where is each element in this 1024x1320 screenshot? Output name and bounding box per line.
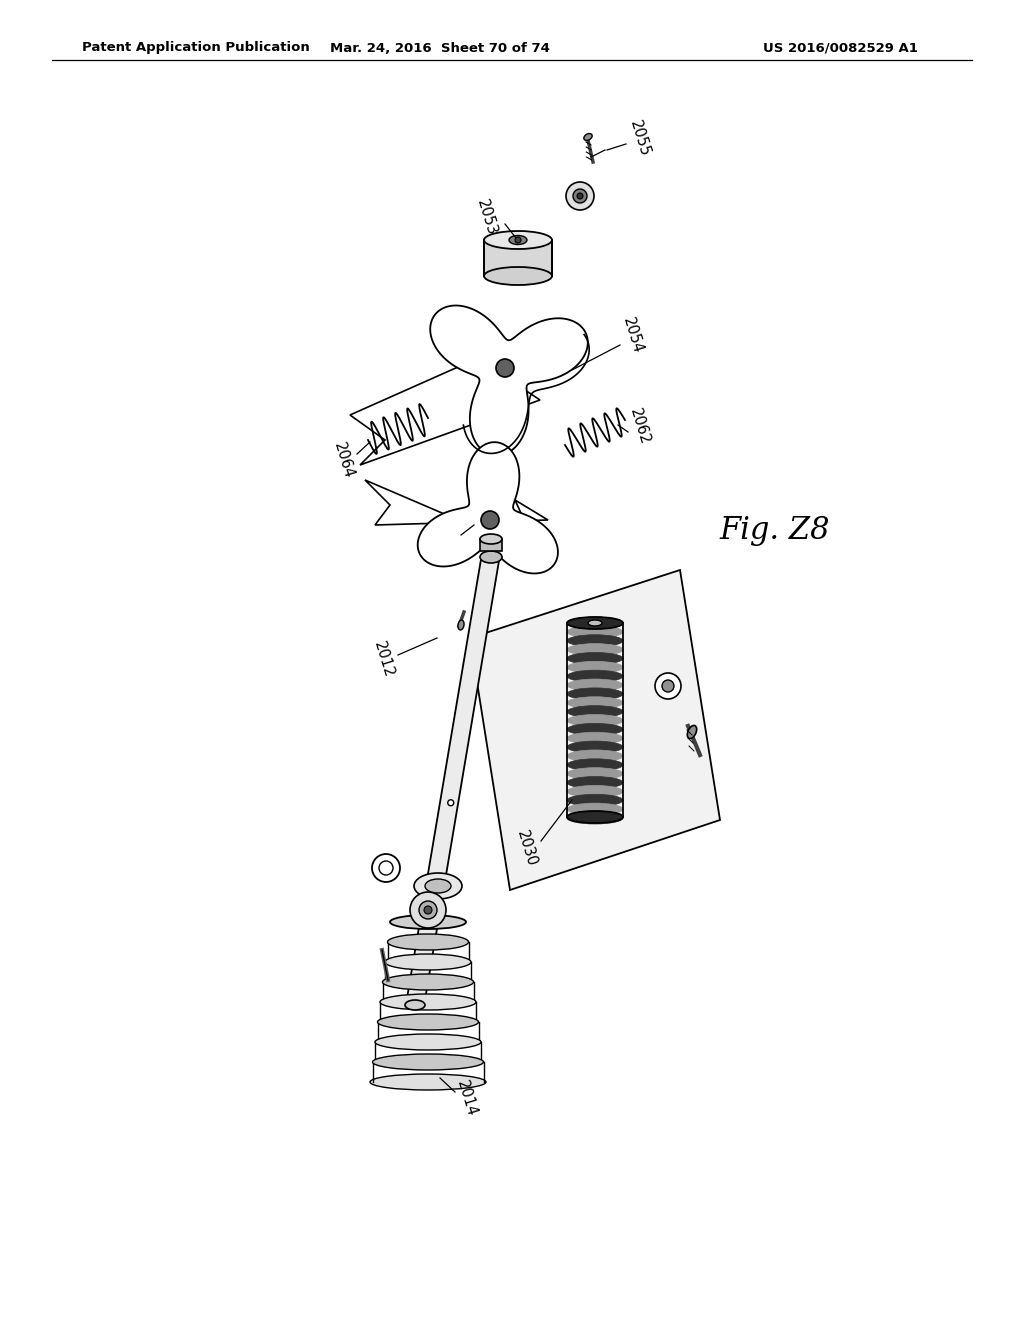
Circle shape: [515, 238, 521, 243]
Polygon shape: [407, 558, 499, 1006]
Ellipse shape: [567, 812, 623, 824]
Ellipse shape: [567, 759, 623, 771]
Ellipse shape: [687, 726, 696, 739]
Ellipse shape: [480, 535, 502, 544]
Text: Mar. 24, 2016  Sheet 70 of 74: Mar. 24, 2016 Sheet 70 of 74: [330, 41, 550, 54]
Ellipse shape: [567, 688, 623, 700]
Text: Patent Application Publication: Patent Application Publication: [82, 41, 309, 54]
Polygon shape: [484, 240, 552, 276]
Text: 2012: 2012: [372, 640, 396, 680]
Ellipse shape: [567, 768, 623, 780]
Ellipse shape: [567, 616, 623, 630]
Circle shape: [577, 193, 583, 199]
Text: 2052: 2052: [435, 520, 461, 560]
Text: 2030: 2030: [514, 828, 540, 869]
Circle shape: [496, 359, 514, 378]
Polygon shape: [480, 539, 502, 550]
Ellipse shape: [480, 550, 502, 564]
Circle shape: [655, 673, 681, 700]
Circle shape: [410, 892, 446, 928]
Circle shape: [372, 854, 400, 882]
Polygon shape: [365, 480, 548, 554]
Text: 2064: 2064: [332, 440, 356, 480]
Ellipse shape: [383, 974, 473, 990]
Ellipse shape: [567, 661, 623, 673]
Ellipse shape: [567, 741, 623, 754]
Ellipse shape: [567, 706, 623, 718]
Ellipse shape: [567, 616, 623, 630]
Text: 2053: 2053: [474, 197, 500, 238]
Ellipse shape: [375, 1034, 481, 1049]
Circle shape: [379, 861, 393, 875]
Circle shape: [566, 182, 594, 210]
Polygon shape: [418, 442, 558, 573]
Ellipse shape: [567, 671, 623, 682]
Ellipse shape: [425, 879, 451, 894]
Text: US 2016/0082529 A1: US 2016/0082529 A1: [763, 41, 918, 54]
Ellipse shape: [380, 994, 476, 1010]
Ellipse shape: [567, 795, 623, 807]
Text: 2062: 2062: [628, 407, 652, 447]
Text: 2014: 2014: [455, 1078, 479, 1118]
Ellipse shape: [567, 803, 623, 816]
Circle shape: [481, 511, 499, 529]
Ellipse shape: [567, 714, 623, 726]
Ellipse shape: [567, 810, 623, 822]
Circle shape: [573, 189, 587, 203]
Ellipse shape: [509, 235, 527, 244]
Ellipse shape: [567, 644, 623, 656]
Ellipse shape: [588, 620, 602, 626]
Ellipse shape: [567, 750, 623, 762]
Circle shape: [419, 902, 437, 919]
Ellipse shape: [414, 873, 462, 899]
Ellipse shape: [390, 915, 466, 929]
Circle shape: [424, 906, 432, 913]
Ellipse shape: [567, 697, 623, 709]
Circle shape: [447, 800, 454, 805]
Polygon shape: [430, 305, 588, 455]
Ellipse shape: [567, 652, 623, 664]
Ellipse shape: [484, 231, 552, 249]
Ellipse shape: [370, 1074, 486, 1090]
Polygon shape: [470, 570, 720, 890]
Text: 2054: 2054: [621, 315, 645, 355]
Ellipse shape: [567, 626, 623, 638]
Ellipse shape: [378, 1014, 478, 1030]
Text: 2055: 2055: [628, 117, 652, 158]
Polygon shape: [350, 335, 540, 465]
Ellipse shape: [584, 133, 592, 140]
Ellipse shape: [484, 267, 552, 285]
Text: Fig. Z8: Fig. Z8: [720, 515, 830, 545]
Ellipse shape: [385, 954, 471, 970]
Ellipse shape: [373, 1053, 483, 1071]
Ellipse shape: [567, 723, 623, 735]
Ellipse shape: [567, 785, 623, 797]
Ellipse shape: [406, 1001, 425, 1010]
Ellipse shape: [567, 733, 623, 744]
Ellipse shape: [387, 935, 469, 950]
Ellipse shape: [567, 776, 623, 788]
Ellipse shape: [567, 678, 623, 692]
Circle shape: [662, 680, 674, 692]
Ellipse shape: [567, 635, 623, 647]
Ellipse shape: [458, 620, 464, 630]
